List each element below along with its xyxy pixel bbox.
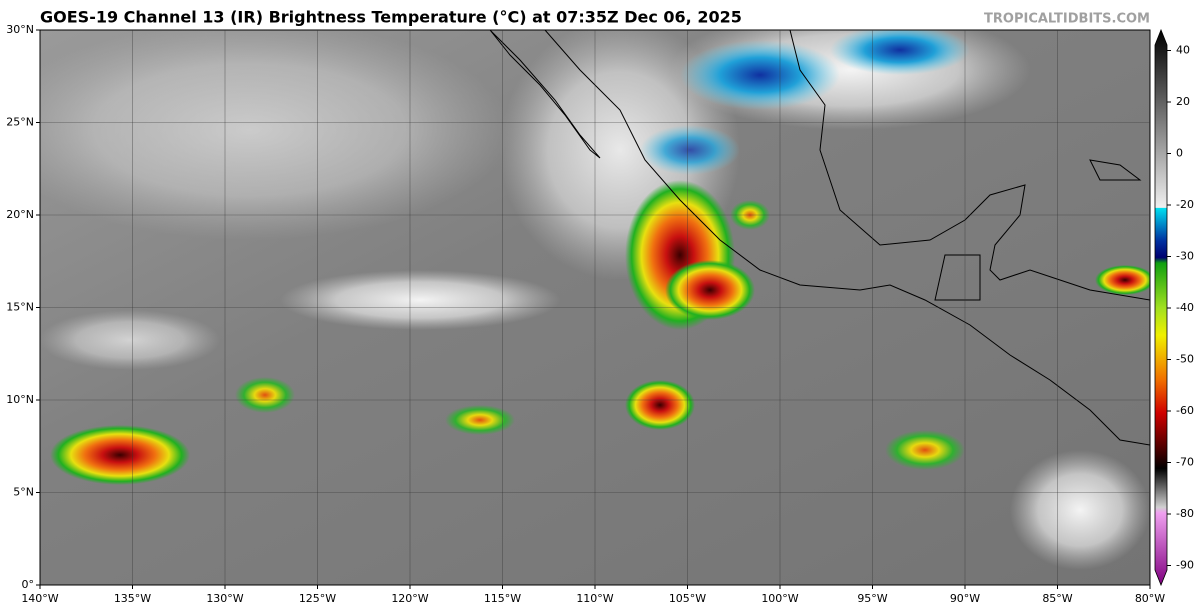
longitude-label: 130°W [206,592,243,605]
longitude-label: 135°W [114,592,151,605]
longitude-label: 120°W [391,592,428,605]
colorbar-tick-label: 40 [1176,44,1190,57]
colorbar-tick-label: 20 [1176,95,1190,108]
longitude-label: 115°W [484,592,521,605]
colorbar-tick-label: -80 [1176,507,1194,520]
colorbar-tick-label: -20 [1176,198,1194,211]
colorbar-tick-label: -40 [1176,301,1194,314]
latitude-label: 0° [22,578,35,591]
longitude-label: 95°W [857,592,887,605]
colorbar-tick-label: 0 [1176,147,1183,160]
longitude-label: 85°W [1042,592,1072,605]
imagery [40,30,1150,585]
colorbar-tick-label: -60 [1176,404,1194,417]
colorbar-tick-label: -90 [1176,559,1194,572]
colorbar-tick-label: -30 [1176,250,1194,263]
latitude-label: 25°N [6,116,34,129]
latitude-label: 5°N [13,486,34,499]
longitude-label: 140°W [21,592,58,605]
latitude-label: 10°N [6,393,34,406]
colorbar-tick-label: -70 [1176,456,1194,469]
longitude-label: 110°W [576,592,613,605]
longitude-label: 80°W [1135,592,1165,605]
latitude-label: 20°N [6,208,34,221]
longitude-label: 90°W [950,592,980,605]
source-watermark: TROPICALTIDBITS.COM [984,12,1150,27]
latitude-label: 15°N [6,301,34,314]
title: GOES-19 Channel 13 (IR) Brightness Tempe… [40,8,742,27]
colorbar [1154,28,1168,587]
longitude-label: 105°W [669,592,706,605]
colorbar-tick-label: -50 [1176,353,1194,366]
longitude-label: 100°W [761,592,798,605]
longitude-label: 125°W [299,592,336,605]
latitude-label: 30°N [6,23,34,36]
